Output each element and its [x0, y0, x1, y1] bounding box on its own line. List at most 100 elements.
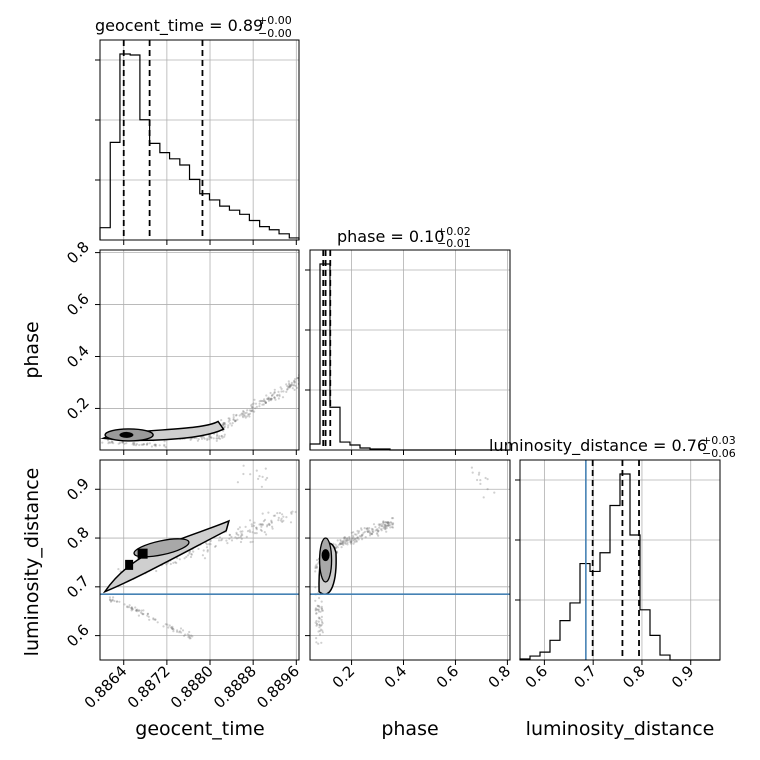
sample-point — [370, 532, 373, 535]
sample-point — [220, 435, 223, 438]
sample-point — [273, 391, 276, 394]
sample-point — [222, 423, 226, 426]
sample-point — [273, 397, 276, 400]
sample-point — [376, 533, 379, 536]
sample-point — [314, 565, 317, 568]
sample-point — [272, 393, 275, 396]
title-geocent-time: geocent_time = 0.89 +0.00 −0.00 — [95, 14, 292, 40]
sample-point — [346, 538, 349, 542]
sample-point — [271, 394, 274, 397]
sample-point — [289, 385, 292, 388]
sample-point — [253, 410, 256, 413]
sample-point — [288, 385, 292, 388]
sample-point — [130, 609, 133, 612]
sample-point — [341, 541, 344, 544]
sample-point — [382, 521, 385, 524]
sample-point — [278, 393, 281, 396]
sample-point — [261, 475, 264, 478]
sample-point — [276, 394, 279, 397]
sample-point — [268, 523, 271, 526]
sample-point — [215, 439, 218, 442]
sample-point — [390, 521, 393, 524]
sample-point — [250, 404, 253, 407]
sample-point — [249, 519, 252, 522]
sample-point — [264, 478, 267, 481]
sample-point — [150, 445, 153, 448]
sample-point — [234, 536, 237, 539]
sample-point — [339, 538, 342, 542]
sample-point — [381, 524, 384, 528]
sample-point — [117, 568, 120, 571]
sample-point — [209, 543, 212, 546]
sample-point — [239, 540, 243, 544]
sample-point — [171, 627, 174, 630]
sample-point — [368, 534, 372, 537]
sample-point — [294, 384, 297, 388]
sample-point — [186, 633, 189, 636]
sample-point — [266, 476, 269, 480]
sample-point — [155, 569, 158, 573]
sample-point — [183, 557, 186, 560]
sample-point — [221, 538, 224, 541]
sample-point — [137, 609, 140, 612]
sample-point — [110, 440, 113, 443]
sample-point — [255, 532, 258, 535]
sample-point — [225, 539, 228, 542]
sample-point — [223, 435, 226, 438]
sample-point — [215, 437, 218, 440]
sample-point — [342, 542, 345, 545]
sample-point — [258, 475, 261, 478]
sample-point — [342, 540, 346, 543]
sample-point — [175, 561, 178, 565]
sample-point — [172, 561, 175, 565]
sample-point — [227, 420, 230, 423]
sample-point — [234, 419, 237, 423]
sample-point — [316, 608, 320, 611]
sample-point — [350, 531, 353, 534]
x-tick-label-phase: 0.4 — [381, 662, 411, 692]
sample-point — [118, 600, 121, 603]
sample-point — [245, 411, 248, 414]
sample-point — [273, 396, 276, 399]
sample-point — [289, 521, 293, 524]
sample-point — [356, 536, 360, 539]
sample-point — [282, 390, 285, 393]
sample-point — [384, 524, 387, 528]
sample-point — [251, 406, 254, 409]
sample-point — [259, 523, 262, 526]
sample-point — [136, 608, 139, 611]
sample-point — [219, 539, 223, 542]
sample-point — [288, 385, 291, 388]
sample-point — [356, 536, 359, 539]
sample-point — [154, 443, 157, 446]
sample-point — [232, 418, 235, 421]
sample-point — [267, 522, 270, 525]
sample-point — [271, 525, 274, 528]
sample-point — [290, 512, 293, 515]
sample-point — [255, 469, 258, 472]
y-tick-label-luminosity_distance: 0.7 — [63, 572, 93, 602]
sample-point — [352, 536, 355, 539]
sample-point — [314, 599, 317, 602]
sample-point — [262, 403, 265, 406]
sample-point — [188, 634, 191, 637]
sample-point — [334, 543, 337, 546]
sample-point — [342, 536, 346, 540]
sample-point — [260, 529, 263, 533]
sample-point — [347, 539, 350, 542]
sample-point — [315, 563, 318, 566]
title-phase: phase = 0.10 +0.02 −0.01 — [337, 225, 471, 250]
sample-point — [278, 511, 281, 515]
sample-point — [386, 524, 389, 528]
sample-point — [231, 422, 234, 425]
sample-point — [236, 418, 239, 421]
svg-text:+0.00: +0.00 — [258, 14, 292, 27]
sample-point — [382, 521, 385, 524]
sample-point — [366, 530, 370, 534]
sample-point — [320, 607, 323, 610]
sample-point — [255, 526, 258, 530]
sample-point — [152, 618, 155, 621]
x-tick-label-geocent_time: 0.8872 — [124, 662, 174, 712]
sample-point — [190, 634, 193, 637]
sample-point — [246, 530, 250, 533]
